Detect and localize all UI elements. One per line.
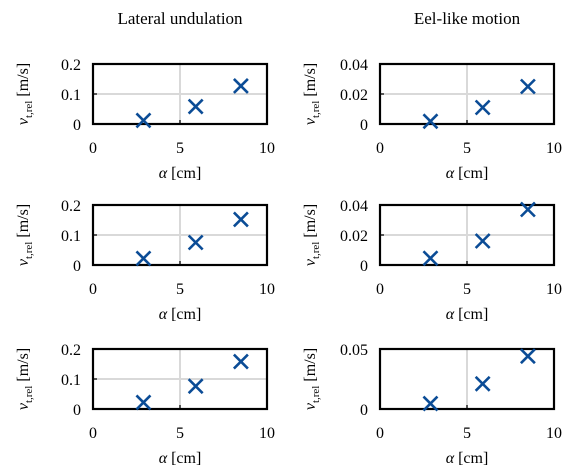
data-point-x-marker xyxy=(474,233,491,249)
y-tick-label: 0 xyxy=(360,402,368,419)
y-tick-label: 0 xyxy=(73,402,81,419)
y-tick-label: 0 xyxy=(360,117,368,134)
plot-frame xyxy=(378,347,556,411)
marker-stroke xyxy=(135,250,152,267)
data-point-x-marker xyxy=(135,112,152,129)
marker-stroke xyxy=(474,375,491,392)
panel-r2-c2: 0 5 10 0 0.02 0.04 α [cm] vt,rel [m/s] xyxy=(302,198,562,323)
x-tick-label: 10 xyxy=(259,425,275,442)
marker-stroke xyxy=(422,113,439,130)
marker-stroke xyxy=(187,234,204,251)
marker-stroke xyxy=(232,77,249,94)
x-tick-label: 5 xyxy=(463,281,471,298)
marker-stroke xyxy=(474,233,491,249)
y-axis-label: vt,rel [m/s] xyxy=(15,348,35,410)
x-axis-label: α [cm] xyxy=(159,165,202,182)
plot-frame xyxy=(378,203,556,267)
x-tick-label: 10 xyxy=(259,140,275,157)
y-tick-label: 0 xyxy=(73,258,81,275)
data-point-x-marker xyxy=(232,77,249,94)
x-tick-label: 0 xyxy=(89,140,97,157)
data-point-x-marker xyxy=(187,234,204,251)
x-axis-label: α [cm] xyxy=(159,450,202,467)
y-axis-label: vt,rel [m/s] xyxy=(302,63,322,125)
marker-stroke xyxy=(519,78,536,95)
x-tick-label: 5 xyxy=(176,425,184,442)
y-axis-label: vt,rel [m/s] xyxy=(302,204,322,266)
x-axis-label: α [cm] xyxy=(446,165,489,182)
x-tick-label: 10 xyxy=(259,281,275,298)
plot-frame xyxy=(378,62,556,126)
x-tick-label: 0 xyxy=(89,425,97,442)
plot-frame xyxy=(91,203,269,267)
data-point-x-marker xyxy=(135,394,152,411)
data-point-x-marker xyxy=(232,211,249,228)
data-point-x-marker xyxy=(232,353,249,370)
marker-stroke xyxy=(474,99,491,116)
y-tick-label: 0 xyxy=(360,258,368,275)
x-axis-label: α [cm] xyxy=(446,450,489,467)
y-tick-label: 0.1 xyxy=(61,87,81,104)
y-tick-label: 0.02 xyxy=(340,228,368,245)
marker-stroke xyxy=(232,211,249,228)
marker-stroke xyxy=(519,348,536,365)
data-point-x-marker xyxy=(187,378,204,395)
panel-r3-c2: 0 5 10 0 0.05 α [cm] vt,rel [m/s] xyxy=(302,342,562,467)
plot-frame xyxy=(91,347,269,411)
marker-stroke xyxy=(422,395,439,412)
column-title-lateral-undulation: Lateral undulation xyxy=(117,9,243,28)
x-tick-label: 5 xyxy=(176,281,184,298)
marker-stroke xyxy=(422,250,439,267)
x-tick-label: 0 xyxy=(376,140,384,157)
data-point-x-marker xyxy=(422,113,439,130)
y-tick-label: 0.02 xyxy=(340,87,368,104)
data-point-x-marker xyxy=(187,98,204,115)
data-point-x-marker xyxy=(519,348,536,365)
x-tick-label: 5 xyxy=(463,425,471,442)
data-point-x-marker xyxy=(474,99,491,116)
marker-stroke xyxy=(232,353,249,370)
y-tick-label: 0.2 xyxy=(61,198,81,215)
y-tick-label: 0.04 xyxy=(340,198,368,215)
marker-stroke xyxy=(135,112,152,129)
panel-r2-c1: 0 5 10 0 0.1 0.2 α [cm] vt,rel [m/s] xyxy=(15,198,275,323)
data-point-x-marker xyxy=(422,250,439,267)
y-tick-label: 0.1 xyxy=(61,228,81,245)
x-tick-label: 0 xyxy=(89,281,97,298)
data-point-x-marker xyxy=(519,201,536,218)
x-axis-label: α [cm] xyxy=(446,306,489,323)
panel-r1-c1: 0 5 10 0 0.1 0.2 α [cm] vt,rel [m/s] xyxy=(15,57,275,182)
y-axis-label: vt,rel [m/s] xyxy=(15,63,35,125)
panel-r3-c1: 0 5 10 0 0.1 0.2 α [cm] vt,rel [m/s] xyxy=(15,342,275,467)
panel-r1-c2: 0 5 10 0 0.02 0.04 α [cm] vt,rel [m/s] xyxy=(302,57,562,182)
data-point-x-marker xyxy=(474,375,491,392)
y-tick-label: 0 xyxy=(73,117,81,134)
marker-stroke xyxy=(135,394,152,411)
y-tick-label: 0.2 xyxy=(61,57,81,74)
x-tick-label: 0 xyxy=(376,425,384,442)
plot-frame xyxy=(91,62,269,126)
x-tick-label: 0 xyxy=(376,281,384,298)
x-tick-label: 5 xyxy=(463,140,471,157)
y-axis-label: vt,rel [m/s] xyxy=(15,204,35,266)
y-axis-label: vt,rel [m/s] xyxy=(302,348,322,410)
x-tick-label: 10 xyxy=(546,281,562,298)
x-tick-label: 5 xyxy=(176,140,184,157)
marker-stroke xyxy=(519,201,536,218)
y-tick-label: 0.2 xyxy=(61,342,81,359)
x-tick-label: 10 xyxy=(546,140,562,157)
y-tick-label: 0.04 xyxy=(340,57,368,74)
data-point-x-marker xyxy=(519,78,536,95)
marker-stroke xyxy=(187,378,204,395)
data-point-x-marker xyxy=(422,395,439,412)
column-title-eel-like-motion: Eel-like motion xyxy=(414,9,521,28)
x-axis-label: α [cm] xyxy=(159,306,202,323)
data-point-x-marker xyxy=(135,250,152,267)
y-tick-label: 0.05 xyxy=(340,342,368,359)
y-tick-label: 0.1 xyxy=(61,372,81,389)
x-tick-label: 10 xyxy=(546,425,562,442)
marker-stroke xyxy=(187,98,204,115)
